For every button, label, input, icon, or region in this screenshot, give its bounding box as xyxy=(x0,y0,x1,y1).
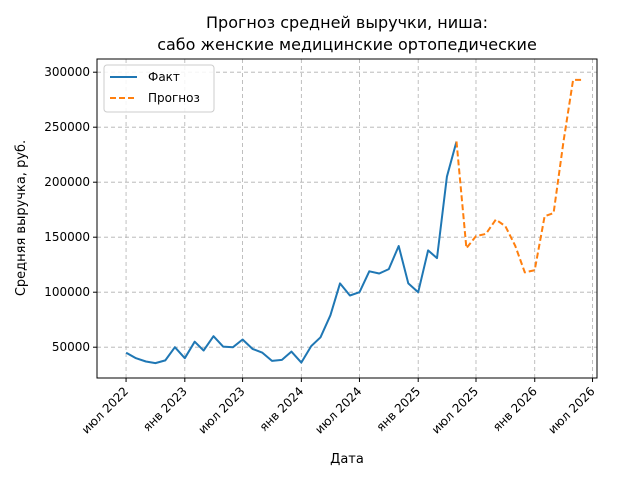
x-tick-label: янв 2023 xyxy=(140,384,190,434)
x-axis-label: Дата xyxy=(330,452,364,467)
y-tick-label: 200000 xyxy=(44,175,90,189)
x-tick-label: янв 2026 xyxy=(490,384,540,434)
x-tick-label: июл 2026 xyxy=(545,384,597,436)
x-tick-label: июл 2025 xyxy=(429,384,481,436)
series-line-forecast xyxy=(455,78,583,274)
chart-title-line-1: Прогноз средней выручки, ниша: xyxy=(206,13,488,32)
y-axis-label: Средняя выручка, руб. xyxy=(14,140,29,296)
y-tick-label: 250000 xyxy=(44,120,90,134)
chart-title-line-2: сабо женские медицинские ортопедические xyxy=(157,35,537,54)
legend-label-fact: Факт xyxy=(148,70,180,84)
x-axis: июл 2022 янв 2023 июл 2023 янв 2024 июл 2024… xyxy=(79,378,598,437)
x-tick-label: янв 2025 xyxy=(373,384,423,434)
y-tick-label: 150000 xyxy=(44,230,90,244)
legend-label-forecast: Прогноз xyxy=(148,91,200,105)
legend: Факт Прогноз xyxy=(103,64,215,113)
plot-area xyxy=(125,78,583,365)
plot-frame xyxy=(96,58,598,379)
y-tick-label: 100000 xyxy=(44,285,90,299)
y-tick-label: 300000 xyxy=(44,65,90,79)
y-axis: 50000 100000 150000 200000 250000 300000 xyxy=(44,65,97,354)
x-tick-label: июл 2023 xyxy=(195,384,247,436)
x-tick-label: июл 2024 xyxy=(312,384,364,436)
x-tick-label: июл 2022 xyxy=(79,384,131,436)
grid xyxy=(97,59,597,378)
series-line-fact xyxy=(125,141,458,365)
y-tick-label: 50000 xyxy=(52,340,90,354)
x-tick-label: янв 2024 xyxy=(257,384,307,434)
